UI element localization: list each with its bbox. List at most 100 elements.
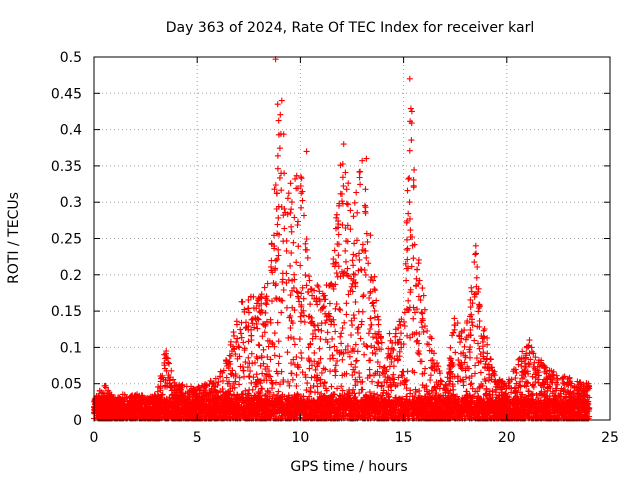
data-point [366, 295, 372, 301]
data-point [352, 272, 358, 278]
data-point [471, 338, 477, 344]
data-point [237, 327, 243, 333]
data-point [404, 237, 410, 243]
data-point [347, 207, 353, 213]
data-point [408, 137, 414, 143]
data-point [360, 293, 366, 299]
data-point [355, 330, 361, 336]
data-point [304, 380, 310, 386]
data-point [337, 334, 343, 340]
grid-lines [94, 57, 610, 420]
data-point [341, 320, 347, 326]
data-point [329, 336, 335, 342]
data-point [372, 287, 378, 293]
data-point [429, 335, 435, 341]
data-point [234, 336, 240, 342]
data-point [356, 257, 362, 263]
data-point [268, 264, 274, 270]
data-point [411, 167, 417, 173]
data-point [358, 336, 364, 342]
data-point [390, 372, 396, 378]
data-point [403, 278, 409, 284]
data-point [351, 213, 357, 219]
data-point [422, 366, 428, 372]
data-point [293, 259, 299, 265]
data-point [407, 199, 413, 205]
data-point [356, 370, 362, 376]
data-point [337, 307, 343, 313]
data-point [291, 215, 297, 221]
data-point [416, 388, 422, 394]
data-point [275, 215, 281, 221]
data-point [534, 392, 540, 398]
data-point [285, 349, 291, 355]
data-point [246, 387, 252, 393]
data-point [245, 355, 251, 361]
data-point [353, 358, 359, 364]
data-point [353, 190, 359, 196]
data-point [367, 367, 373, 373]
data-point [294, 372, 300, 378]
data-point [254, 371, 260, 377]
data-point [356, 169, 362, 175]
data-point [295, 289, 301, 295]
data-point [283, 271, 289, 277]
data-point [428, 372, 434, 378]
data-point [354, 358, 360, 364]
data-point [340, 183, 346, 189]
data-point [275, 153, 281, 159]
data-point [348, 332, 354, 338]
data-point [351, 312, 357, 318]
data-point [348, 361, 354, 367]
data-point [468, 380, 474, 386]
data-point [367, 326, 373, 332]
data-point [291, 272, 297, 278]
data-point [473, 250, 479, 256]
data-point [439, 379, 445, 385]
data-point [275, 166, 281, 172]
data-point [302, 241, 308, 247]
data-point [339, 357, 345, 363]
data-point [297, 263, 303, 269]
data-point [361, 352, 367, 358]
data-point [284, 305, 290, 311]
data-point [477, 384, 483, 390]
data-point [275, 320, 281, 326]
data-point [298, 350, 304, 356]
data-point [360, 387, 366, 393]
data-point [405, 188, 411, 194]
data-point [416, 351, 422, 357]
data-point [354, 210, 360, 216]
data-point [276, 253, 282, 259]
data-point [290, 240, 296, 246]
data-point [270, 381, 276, 387]
data-point [272, 352, 278, 358]
data-point [392, 334, 398, 340]
data-point [264, 301, 270, 307]
data-point [340, 325, 346, 331]
data-point [338, 340, 344, 346]
data-point [461, 382, 467, 388]
data-point [281, 287, 287, 293]
data-point [343, 312, 349, 318]
data-point [304, 247, 310, 253]
data-point [338, 330, 344, 336]
data-point [334, 212, 340, 218]
data-point [370, 350, 376, 356]
data-point [276, 118, 282, 124]
data-point [292, 342, 298, 348]
data-point [474, 275, 480, 281]
data-point [352, 200, 358, 206]
data-point [278, 310, 284, 316]
data-point [344, 186, 350, 192]
data-point [220, 378, 226, 384]
data-point [276, 361, 282, 367]
data-point [334, 301, 340, 307]
data-point [372, 308, 378, 314]
data-point [367, 357, 373, 363]
data-point [333, 259, 339, 265]
data-point [301, 296, 307, 302]
data-point [353, 299, 359, 305]
data-point [325, 329, 331, 335]
data-point [289, 199, 295, 205]
